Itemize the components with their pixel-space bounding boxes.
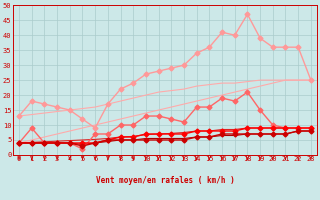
- X-axis label: Vent moyen/en rafales ( km/h ): Vent moyen/en rafales ( km/h ): [96, 176, 234, 185]
